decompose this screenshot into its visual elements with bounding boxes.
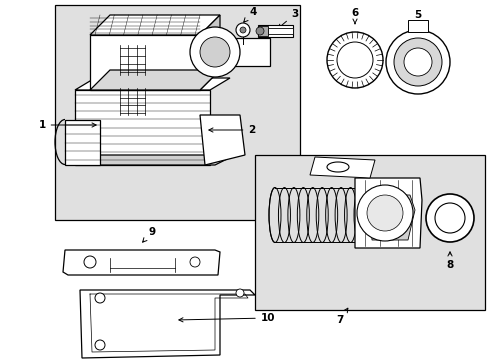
Circle shape — [336, 42, 372, 78]
Circle shape — [403, 48, 431, 76]
Polygon shape — [75, 90, 209, 165]
Bar — [254, 155, 484, 310]
Text: 6: 6 — [351, 8, 358, 24]
Circle shape — [356, 185, 412, 241]
Bar — [407, 20, 427, 32]
Polygon shape — [63, 250, 220, 275]
Bar — [55, 5, 299, 220]
Polygon shape — [354, 178, 421, 248]
Text: 7: 7 — [336, 308, 347, 325]
Polygon shape — [90, 35, 200, 90]
Circle shape — [190, 257, 200, 267]
Circle shape — [385, 30, 449, 94]
Text: 3: 3 — [277, 9, 298, 28]
Text: 4: 4 — [243, 7, 256, 22]
Circle shape — [393, 38, 441, 86]
Text: 1: 1 — [38, 120, 96, 130]
Circle shape — [240, 27, 245, 33]
Circle shape — [434, 203, 464, 233]
Circle shape — [425, 194, 473, 242]
Bar — [215, 38, 269, 66]
Bar — [267, 28, 292, 34]
Polygon shape — [200, 115, 244, 165]
Circle shape — [256, 27, 264, 35]
Circle shape — [366, 195, 402, 231]
Circle shape — [95, 293, 105, 303]
Polygon shape — [90, 15, 220, 35]
Polygon shape — [75, 78, 229, 90]
Bar — [258, 26, 267, 36]
Text: 10: 10 — [179, 313, 275, 323]
Polygon shape — [80, 155, 235, 165]
Polygon shape — [309, 157, 374, 178]
Text: 2: 2 — [208, 125, 255, 135]
Circle shape — [326, 32, 382, 88]
Text: 5: 5 — [413, 10, 421, 26]
Circle shape — [84, 256, 96, 268]
Circle shape — [95, 340, 105, 350]
Bar — [258, 25, 292, 37]
Polygon shape — [80, 290, 254, 358]
Polygon shape — [369, 195, 414, 240]
Text: 8: 8 — [446, 252, 453, 270]
Circle shape — [236, 289, 244, 297]
Polygon shape — [90, 70, 220, 90]
Circle shape — [200, 37, 229, 67]
Polygon shape — [200, 15, 220, 90]
Text: 9: 9 — [142, 227, 155, 242]
Circle shape — [236, 23, 249, 37]
Circle shape — [190, 27, 240, 77]
Polygon shape — [65, 120, 100, 165]
